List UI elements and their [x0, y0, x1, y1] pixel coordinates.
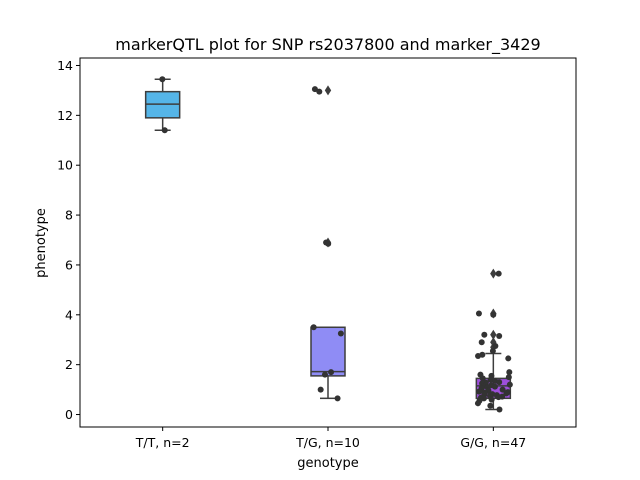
y-tick-label: 2	[65, 357, 73, 372]
chart-title: markerQTL plot for SNP rs2037800 and mar…	[115, 35, 540, 55]
data-point	[492, 342, 499, 349]
x-axis: T/T, n=2 T/G, n=10 G/G, n=47	[135, 427, 526, 450]
data-point	[476, 388, 483, 395]
data-point	[480, 395, 487, 402]
y-axis: 0 2 4 6 8 10 12 14	[57, 58, 80, 422]
outlier-marker	[324, 85, 332, 96]
data-point	[321, 371, 328, 378]
data-point	[491, 383, 498, 390]
y-tick-label: 14	[57, 58, 73, 73]
y-axis-label: phenotype	[34, 208, 49, 278]
strip-points	[159, 76, 513, 413]
y-tick-label: 0	[65, 407, 73, 422]
data-point	[311, 86, 318, 93]
outlier-marker	[490, 268, 497, 279]
data-point	[334, 395, 341, 402]
data-point	[503, 390, 510, 397]
data-point	[490, 311, 497, 318]
y-tick-label: 6	[65, 257, 73, 272]
x-tick-label: T/T, n=2	[135, 435, 190, 450]
data-point	[481, 331, 488, 338]
data-point	[495, 394, 502, 401]
y-tick-label: 8	[65, 208, 73, 223]
data-point	[506, 369, 513, 376]
data-point	[310, 324, 317, 331]
data-point	[478, 339, 485, 346]
data-point	[499, 386, 506, 393]
y-tick-label: 4	[65, 307, 73, 322]
data-point	[506, 381, 513, 388]
data-point	[475, 310, 482, 317]
data-point	[159, 76, 166, 83]
data-point	[496, 332, 503, 339]
data-point	[474, 400, 481, 407]
data-point	[316, 88, 323, 95]
data-point	[479, 375, 486, 382]
data-point	[489, 347, 496, 354]
data-point	[496, 406, 503, 413]
data-point	[505, 355, 512, 362]
data-point	[337, 330, 344, 337]
data-point	[505, 374, 512, 381]
data-point	[328, 369, 335, 376]
data-point	[495, 270, 502, 277]
box-0	[144, 78, 181, 132]
data-point	[325, 240, 332, 247]
y-tick-label: 12	[57, 108, 73, 123]
y-tick-label: 10	[57, 158, 73, 173]
data-point	[487, 402, 494, 409]
data-point	[496, 379, 503, 386]
data-point	[475, 352, 482, 359]
x-tick-label: T/G, n=10	[295, 435, 360, 450]
x-axis-label: genotype	[297, 456, 358, 471]
data-point	[488, 396, 495, 403]
outlier-marker	[490, 329, 497, 340]
data-point	[161, 127, 168, 134]
x-tick-label: G/G, n=47	[460, 435, 526, 450]
data-point	[317, 386, 324, 393]
